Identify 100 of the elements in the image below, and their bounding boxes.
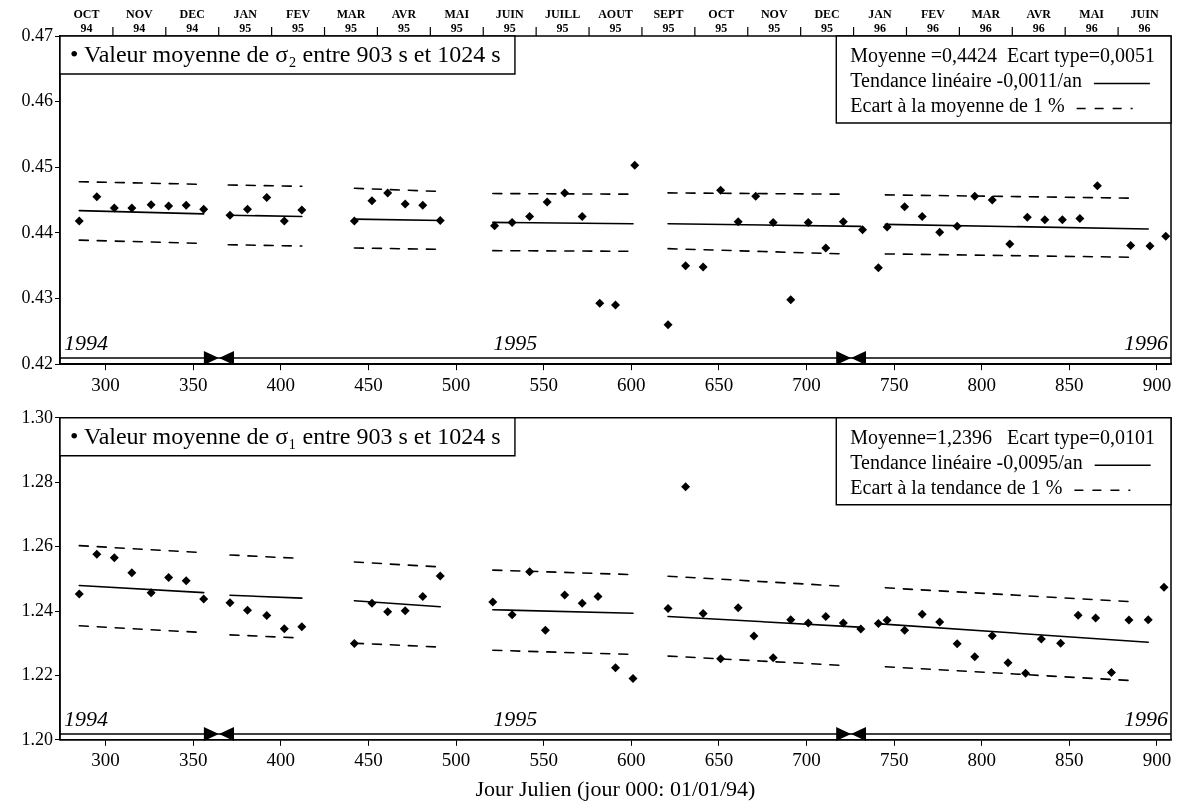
point (400, 606, 410, 616)
x-tick-label: 450 (354, 749, 383, 771)
point (681, 482, 691, 492)
point (630, 160, 640, 170)
annotation: Moyenne =0,4424 Ecart type=0,0051 (850, 43, 1155, 67)
x-tick-label: 750 (879, 373, 909, 395)
chart-title: • Valeur moyenne de σ₂ entre 903 s et 1024 s (70, 41, 501, 68)
point (1159, 582, 1169, 592)
point (821, 611, 831, 621)
point (199, 594, 209, 604)
point (146, 200, 156, 210)
point (935, 617, 945, 627)
annotation: 1996 (1124, 330, 1168, 356)
text: NOV 95 (760, 7, 788, 35)
annotation: 1994 (64, 705, 108, 731)
point (297, 622, 307, 632)
x-tick-label: 700 (792, 373, 821, 395)
point (540, 625, 550, 635)
point (225, 210, 235, 220)
point (577, 212, 587, 222)
text: FEV 96 (920, 7, 946, 35)
chart-title: • Valeur moyenne de σ₁ entre 903 s et 1024 s (70, 423, 501, 450)
point (109, 553, 119, 563)
legend-label: Ecart à la tendance de 1 % (850, 475, 1063, 498)
point (418, 592, 428, 602)
x-tick-label: 450 (354, 373, 383, 395)
point (367, 196, 377, 206)
point (1161, 231, 1171, 241)
text: JAN 95 (233, 7, 258, 35)
annotation: 1994 (64, 330, 108, 356)
y-tick-label: 0.42 (21, 352, 53, 373)
point (873, 263, 883, 273)
x-tick-label: 550 (529, 373, 558, 395)
point (400, 199, 410, 209)
text: MAI 96 (1079, 7, 1105, 35)
text: AVR 95 (391, 7, 417, 35)
point (856, 624, 866, 634)
text: MAR 96 (971, 7, 1001, 35)
text: JUIN 95 (495, 7, 525, 35)
point (873, 619, 883, 629)
point (418, 200, 428, 210)
point (900, 625, 910, 635)
point (297, 205, 307, 215)
point (1040, 215, 1050, 225)
x-tick-label: 350 (178, 373, 208, 395)
point (279, 216, 289, 226)
x-tick-label: 650 (704, 373, 734, 395)
x-tick-label: 650 (704, 749, 734, 771)
point (560, 188, 570, 198)
point (838, 217, 848, 227)
y-tick-label: 1.22 (21, 664, 53, 685)
x-tick-label: 750 (879, 749, 909, 771)
point (1036, 634, 1046, 644)
annotation: 1995 (493, 330, 538, 356)
point (225, 598, 235, 608)
y-tick-label: 0.46 (21, 90, 53, 111)
point (858, 225, 868, 235)
point (507, 610, 517, 620)
point (507, 217, 517, 227)
point (349, 639, 359, 649)
point (1005, 239, 1015, 249)
x-tick-label: 850 (1055, 373, 1084, 395)
point (488, 597, 498, 607)
x-tick-label: 400 (266, 373, 296, 395)
x-tick-label: 350 (178, 749, 208, 771)
point (262, 611, 272, 621)
text: JUIN 96 (1130, 7, 1159, 35)
point (628, 674, 638, 684)
point (917, 609, 927, 619)
point (164, 573, 174, 583)
point (768, 217, 778, 227)
point (1021, 668, 1031, 678)
point (786, 295, 796, 305)
point (900, 202, 910, 212)
legend-label: Tendance linéaire -0,0011/an (850, 68, 1082, 91)
point (698, 609, 708, 619)
y-tick-label: 0.45 (21, 156, 53, 177)
point (611, 300, 620, 310)
point (1056, 638, 1066, 648)
text: MAR 95 (336, 7, 366, 35)
y-tick-label: 1.24 (21, 599, 53, 620)
point (1003, 658, 1013, 668)
point (92, 549, 102, 559)
legend-label: Tendance linéaire -0,0095/an (850, 450, 1083, 473)
point (74, 589, 84, 599)
text: AOUT 95 (598, 7, 633, 35)
y-tick-label: 1.28 (21, 470, 53, 491)
point (935, 227, 945, 237)
point (1075, 213, 1085, 223)
point (435, 215, 445, 225)
point (109, 203, 119, 213)
text: AVR 96 (1026, 7, 1052, 35)
point (279, 624, 289, 634)
point (243, 605, 252, 615)
text: OCT 94 (73, 7, 100, 35)
text: DEC 94 (179, 7, 205, 35)
x-tick-label: 500 (441, 749, 471, 771)
point (92, 192, 102, 202)
x-tick-label: 900 (1142, 373, 1172, 395)
point (577, 598, 587, 608)
